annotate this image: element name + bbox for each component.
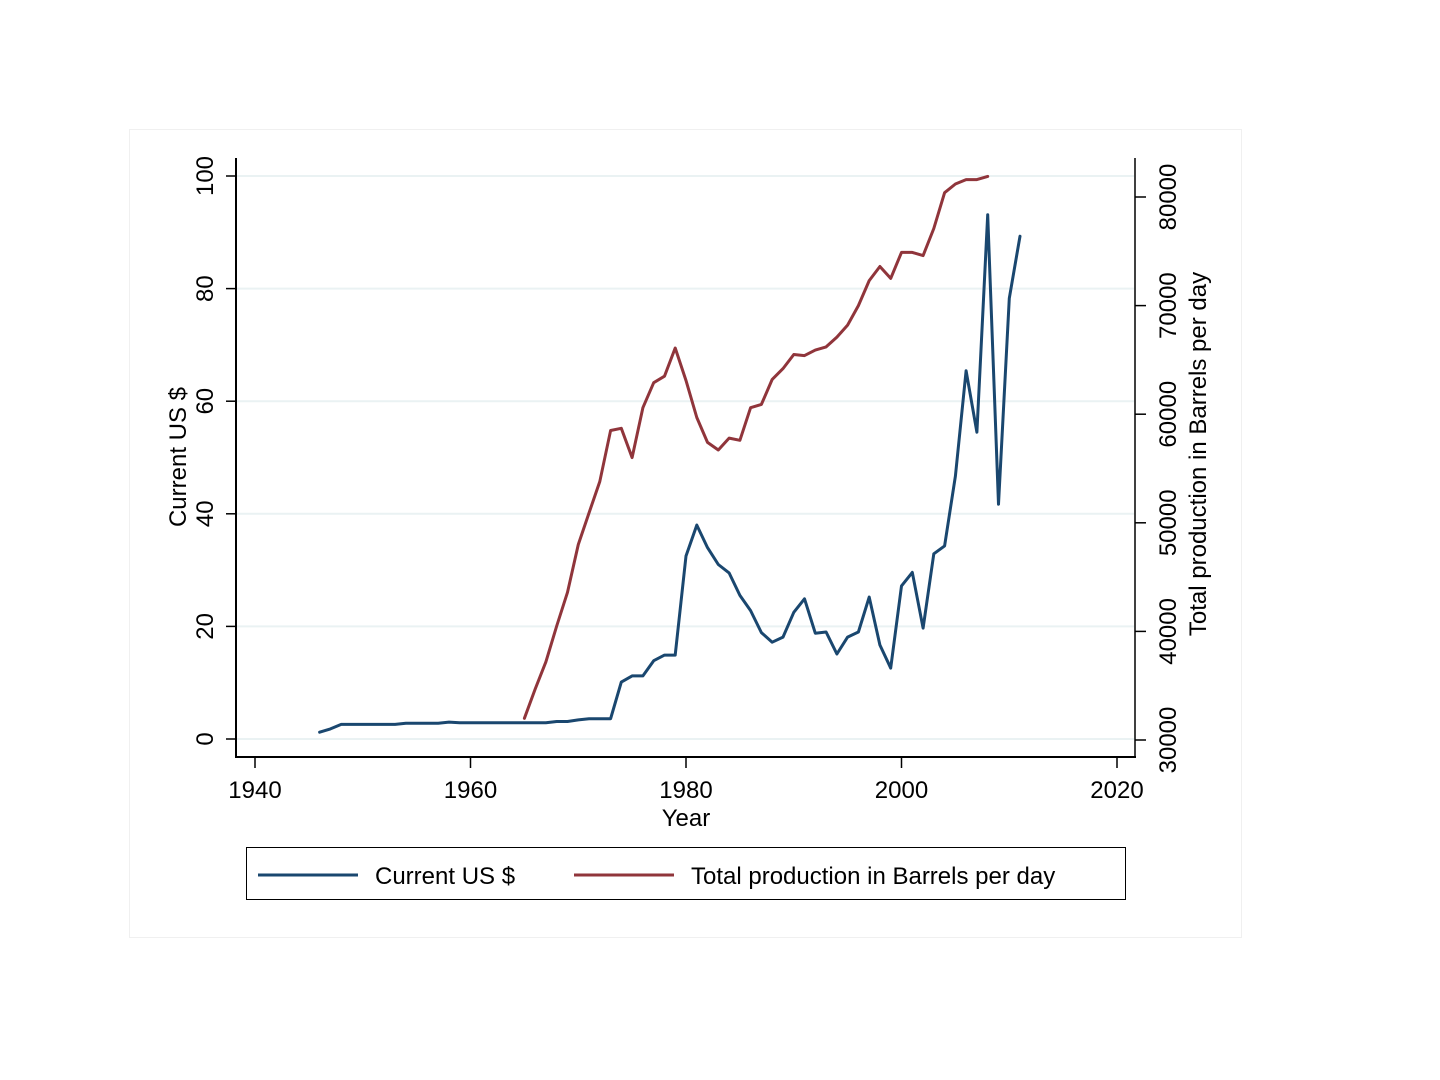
legend-label-current-usd: Current US $ xyxy=(375,863,515,890)
series-line-total-production xyxy=(522,174,990,720)
legend-item-current-usd: Current US $ xyxy=(258,863,515,890)
x-tick-label: 1960 xyxy=(444,777,497,804)
legend-item-total-production: Total production in Barrels per day xyxy=(574,863,1055,890)
x-tick-label: 2000 xyxy=(875,777,928,804)
chart-frame xyxy=(129,129,1242,938)
legend-label-total-production: Total production in Barrels per day xyxy=(691,863,1055,890)
right-y-tick-label: 60000 xyxy=(1155,381,1182,448)
left-y-tick-label: 60 xyxy=(192,388,219,415)
right-y-tick-label: 30000 xyxy=(1155,707,1182,774)
left-y-tick-label: 20 xyxy=(192,613,219,640)
left-y-tick-label: 40 xyxy=(192,500,219,527)
ticks-layer: 0 20 40 60 80 100 30000 40000 50000 60000 70000 800… xyxy=(192,156,1182,804)
legend-box xyxy=(246,847,1126,900)
x-axis-title: Year xyxy=(662,805,711,832)
x-tick-label: 1940 xyxy=(228,777,281,804)
right-y-tick-label: 50000 xyxy=(1155,489,1182,556)
left-y-tick-label: 100 xyxy=(192,156,219,196)
left-y-axis-title: Current US $ xyxy=(165,387,192,527)
right-y-tick-label: 70000 xyxy=(1155,272,1182,339)
x-tick-label: 1980 xyxy=(659,777,712,804)
left-y-tick-label: 0 xyxy=(192,732,219,745)
right-y-axis-title: Total production in Barrels per day xyxy=(1185,272,1212,636)
series-line-current-usd xyxy=(318,213,1022,734)
right-y-tick-label: 40000 xyxy=(1155,598,1182,665)
x-tick-label: 2020 xyxy=(1090,777,1143,804)
left-y-tick-label: 80 xyxy=(192,275,219,302)
legend: Current US $ Total production in Barrels… xyxy=(246,847,1126,900)
right-y-tick-label: 80000 xyxy=(1155,164,1182,231)
series-layer xyxy=(318,174,1022,734)
